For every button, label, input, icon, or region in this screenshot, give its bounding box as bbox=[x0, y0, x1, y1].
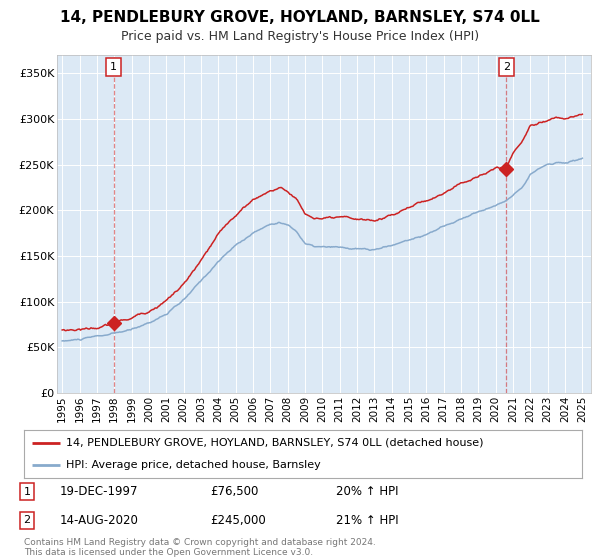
Text: 14, PENDLEBURY GROVE, HOYLAND, BARNSLEY, S74 0LL: 14, PENDLEBURY GROVE, HOYLAND, BARNSLEY,… bbox=[60, 10, 540, 25]
Text: 2: 2 bbox=[23, 515, 31, 525]
Text: Contains HM Land Registry data © Crown copyright and database right 2024.
This d: Contains HM Land Registry data © Crown c… bbox=[24, 538, 376, 557]
Text: £245,000: £245,000 bbox=[210, 514, 266, 526]
Text: 14-AUG-2020: 14-AUG-2020 bbox=[60, 514, 139, 526]
Text: £76,500: £76,500 bbox=[210, 485, 259, 498]
Text: 14, PENDLEBURY GROVE, HOYLAND, BARNSLEY, S74 0LL (detached house): 14, PENDLEBURY GROVE, HOYLAND, BARNSLEY,… bbox=[66, 438, 484, 448]
Text: 1: 1 bbox=[23, 487, 31, 497]
Text: Price paid vs. HM Land Registry's House Price Index (HPI): Price paid vs. HM Land Registry's House … bbox=[121, 30, 479, 43]
Text: 1: 1 bbox=[110, 62, 117, 72]
Text: HPI: Average price, detached house, Barnsley: HPI: Average price, detached house, Barn… bbox=[66, 460, 320, 470]
Text: 20% ↑ HPI: 20% ↑ HPI bbox=[336, 485, 398, 498]
Text: 21% ↑ HPI: 21% ↑ HPI bbox=[336, 514, 398, 526]
Text: 2: 2 bbox=[503, 62, 510, 72]
Text: 19-DEC-1997: 19-DEC-1997 bbox=[60, 485, 139, 498]
